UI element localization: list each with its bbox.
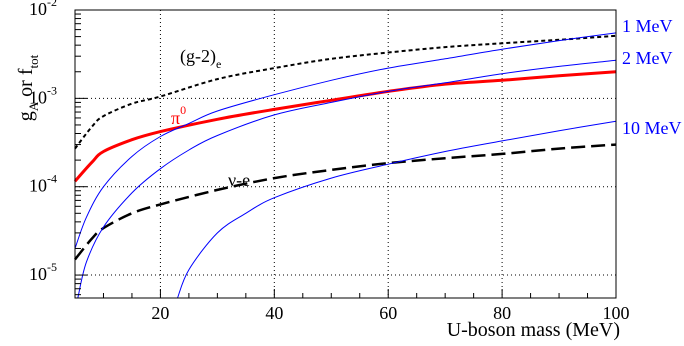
x-tick-label: 60 xyxy=(379,303,397,323)
series-label-pi0: π0 xyxy=(171,103,186,128)
series-label-1-mev: 1 MeV xyxy=(622,16,673,36)
series-label-g-2: (g-2)e xyxy=(180,46,221,71)
labels: 20 40 60 80 100 10-5 10-4 10-3 10-2 xyxy=(29,0,630,323)
series-label-10-mev: 10 MeV xyxy=(622,118,682,138)
x-tick-label: 20 xyxy=(151,303,169,323)
series-line-4 xyxy=(77,59,617,299)
plot-frame xyxy=(74,9,617,299)
series-label-nu-e: ν-e xyxy=(228,170,250,190)
curves xyxy=(73,32,617,299)
series-line-5 xyxy=(177,120,617,299)
y-axis-title-main-sub: A xyxy=(26,101,41,111)
y-axis-title-mid-sub: tot xyxy=(26,54,41,68)
grid xyxy=(75,10,616,298)
series-line-1 xyxy=(73,70,617,183)
x-tick-label: 80 xyxy=(493,303,511,323)
x-tick-label: 40 xyxy=(265,303,283,323)
y-axis-title-main: g xyxy=(15,111,37,121)
y-axis-title: gA or ftot xyxy=(15,54,41,121)
x-tick-label: 100 xyxy=(603,303,630,323)
y-tick-label: 10-4 xyxy=(29,172,57,196)
series-line-0 xyxy=(74,34,617,150)
x-axis-title: U-boson mass (MeV) xyxy=(447,319,620,341)
y-tick-label: 10-2 xyxy=(29,0,57,19)
series-line-2 xyxy=(74,143,617,261)
ticks xyxy=(75,9,617,298)
series-line-3 xyxy=(74,32,617,249)
y-tick-label: 10-5 xyxy=(29,260,57,284)
y-axis-title-mid: or f xyxy=(15,68,37,102)
y-tick-label: 10-3 xyxy=(29,83,57,107)
series-label-2-mev: 2 MeV xyxy=(622,48,673,68)
